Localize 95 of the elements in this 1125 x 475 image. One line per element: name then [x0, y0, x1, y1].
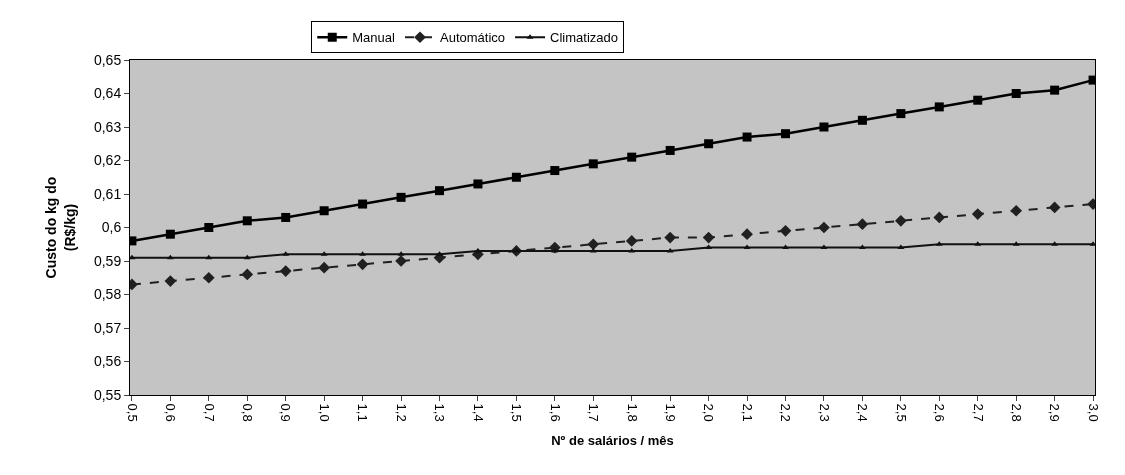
y-tick-label: 0,55 — [93, 386, 122, 403]
point — [625, 235, 638, 247]
legend-label: Climatizado — [550, 30, 618, 46]
point — [857, 115, 867, 125]
point — [895, 214, 907, 227]
point — [896, 109, 906, 119]
x-tick-label: 1,6 — [547, 403, 563, 422]
point — [165, 229, 175, 239]
y-axis-title: Custo do kg do (R$/kg) — [43, 176, 78, 279]
point — [858, 244, 866, 250]
y-tick-label: 0,65 — [93, 51, 122, 68]
point — [434, 186, 444, 196]
point — [587, 238, 600, 251]
y-tick-label: 0,64 — [93, 85, 122, 102]
point — [279, 265, 292, 277]
point — [436, 251, 443, 256]
point — [473, 179, 483, 189]
point — [973, 95, 983, 105]
x-tick-label: 1,3 — [432, 403, 448, 422]
x-tick-label: 1,8 — [624, 403, 640, 422]
x-tick-label: 0,7 — [201, 403, 217, 422]
x-tick-label: 2,8 — [1008, 403, 1024, 422]
point — [1010, 204, 1023, 217]
x-tick-label: 1,5 — [509, 403, 525, 422]
point — [702, 231, 715, 244]
point — [318, 261, 330, 274]
point — [204, 223, 214, 232]
point — [743, 244, 751, 250]
point — [130, 254, 136, 260]
point — [281, 212, 291, 222]
point — [319, 206, 329, 216]
x-tick-label: 2,9 — [1047, 403, 1063, 422]
point — [511, 172, 521, 182]
point — [856, 218, 869, 230]
x-tick-label: 0,9 — [278, 403, 294, 422]
y-tick-label: 0,59 — [93, 252, 122, 269]
x-tick-label: 1,4 — [470, 403, 486, 422]
y-tick-label: 0,58 — [93, 286, 122, 303]
point — [897, 244, 905, 250]
point — [356, 258, 369, 271]
point — [665, 145, 675, 155]
x-tick-label: 0,5 — [124, 403, 140, 422]
point — [742, 132, 752, 142]
legend-label: Manual — [352, 30, 395, 46]
point — [820, 244, 828, 250]
point — [202, 271, 215, 284]
y-tick-label: 0,63 — [93, 118, 122, 135]
point — [933, 211, 946, 224]
legend-label: Automático — [440, 30, 506, 46]
x-tick-label: 2,2 — [778, 403, 794, 422]
point — [819, 122, 829, 132]
x-tick-label: 2,4 — [855, 403, 871, 422]
x-tick-label: 1,2 — [393, 403, 409, 422]
point — [779, 225, 792, 237]
x-tick-label: 1,7 — [586, 403, 602, 422]
x-tick-label: 2,1 — [739, 403, 755, 422]
point — [818, 221, 830, 234]
point — [704, 139, 714, 149]
point — [396, 192, 406, 202]
x-tick-label: 1,9 — [662, 403, 678, 422]
point — [971, 208, 984, 220]
x-tick-label: 2,3 — [816, 403, 832, 422]
point — [166, 254, 174, 260]
x-axis-title: Nº de salários / mês — [551, 433, 674, 449]
point — [664, 231, 677, 244]
y-tick-label: 0,6 — [101, 219, 122, 236]
point — [164, 275, 177, 287]
y-tick-label: 0,61 — [93, 185, 122, 202]
point — [705, 244, 713, 250]
x-tick-label: 0,8 — [240, 403, 256, 422]
point — [627, 152, 637, 162]
x-tick-label: 1,0 — [316, 403, 332, 422]
y-tick-label: 0,57 — [93, 319, 122, 336]
point — [1011, 89, 1021, 98]
point — [1048, 201, 1061, 214]
x-tick-label: 2,5 — [893, 403, 909, 422]
x-tick-label: 1,1 — [355, 403, 371, 422]
point — [741, 228, 753, 241]
y-tick-label: 0,56 — [93, 353, 122, 370]
point — [781, 129, 791, 139]
x-tick-label: 2,7 — [970, 403, 986, 422]
x-tick-label: 3,0 — [1085, 403, 1101, 422]
point — [358, 199, 368, 209]
point — [550, 166, 560, 176]
y-tick-label: 0,62 — [93, 152, 122, 169]
x-tick-label: 2,0 — [701, 403, 717, 422]
point — [241, 268, 254, 281]
point — [588, 159, 598, 169]
point — [242, 216, 252, 226]
x-tick-label: 2,6 — [932, 403, 948, 422]
point — [782, 244, 789, 250]
point — [1050, 85, 1060, 95]
x-tick-label: 0,6 — [163, 403, 179, 422]
point — [1089, 241, 1095, 246]
point — [934, 102, 944, 112]
